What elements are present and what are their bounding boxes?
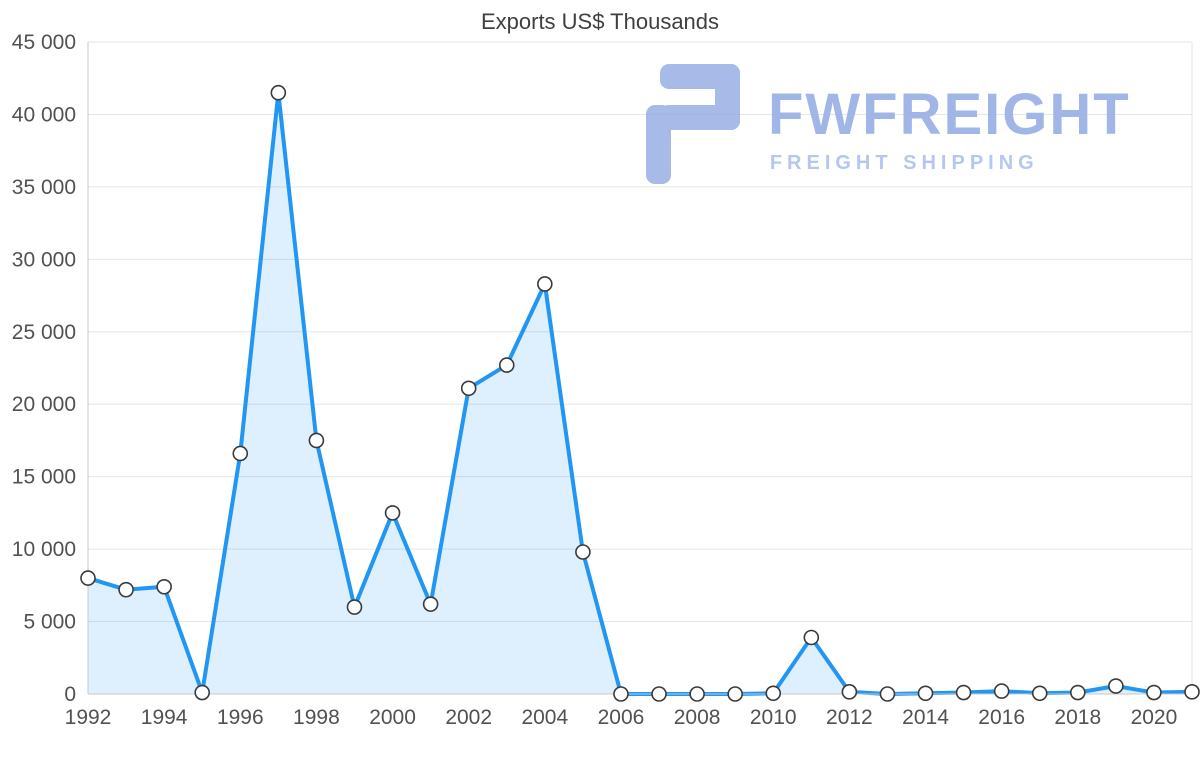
x-tick-label: 1998 bbox=[293, 706, 340, 729]
data-point-marker[interactable] bbox=[270, 84, 287, 101]
data-point-marker[interactable] bbox=[689, 686, 705, 702]
x-tick-label: 2002 bbox=[445, 706, 492, 729]
data-point-marker[interactable] bbox=[803, 629, 820, 646]
data-point-marker[interactable] bbox=[1108, 678, 1124, 694]
y-tick-label: 10 000 bbox=[12, 538, 76, 561]
x-tick-label: 1996 bbox=[217, 706, 264, 729]
data-point-marker[interactable] bbox=[727, 686, 743, 702]
data-point-marker[interactable] bbox=[993, 683, 1010, 699]
y-tick-label: 40 000 bbox=[12, 103, 76, 126]
data-point-marker[interactable] bbox=[422, 596, 439, 612]
data-point-marker[interactable] bbox=[1069, 684, 1086, 701]
x-tick-label: 2008 bbox=[674, 706, 721, 729]
x-tick-label: 2016 bbox=[978, 706, 1025, 729]
data-point-marker[interactable] bbox=[765, 685, 782, 702]
data-point-marker[interactable] bbox=[1146, 684, 1162, 701]
data-point-marker[interactable] bbox=[156, 578, 172, 595]
x-tick-label: 2018 bbox=[1054, 706, 1101, 729]
data-point-marker[interactable] bbox=[346, 599, 363, 615]
data-point-marker[interactable] bbox=[194, 684, 211, 701]
data-point-marker[interactable] bbox=[498, 357, 515, 373]
x-tick-label: 2006 bbox=[598, 706, 645, 729]
data-point-marker[interactable] bbox=[537, 276, 553, 292]
data-point-marker[interactable] bbox=[879, 686, 896, 702]
y-tick-label: 5 000 bbox=[23, 611, 76, 634]
x-tick-label: 2000 bbox=[369, 706, 416, 729]
y-tick-label: 30 000 bbox=[12, 248, 76, 271]
data-point-marker[interactable] bbox=[232, 445, 249, 462]
data-point-marker[interactable] bbox=[384, 505, 401, 521]
x-tick-label: 2010 bbox=[750, 706, 797, 729]
data-point-marker[interactable] bbox=[955, 684, 972, 701]
data-point-marker[interactable] bbox=[613, 686, 629, 702]
y-tick-label: 45 000 bbox=[12, 31, 76, 54]
data-point-marker[interactable] bbox=[1031, 685, 1048, 702]
data-point-marker[interactable] bbox=[1184, 684, 1200, 700]
y-tick-label: 15 000 bbox=[12, 466, 76, 489]
y-tick-label: 25 000 bbox=[12, 321, 76, 344]
chart-title: Exports US$ Thousands bbox=[480, 9, 720, 34]
data-point-marker[interactable] bbox=[118, 581, 134, 598]
y-tick-label: 35 000 bbox=[12, 176, 76, 199]
x-tick-label: 2020 bbox=[1131, 706, 1178, 729]
area-fill bbox=[88, 92, 1192, 694]
x-tick-label: 2004 bbox=[521, 706, 568, 729]
data-point-marker[interactable] bbox=[917, 685, 934, 702]
x-tick-label: 2014 bbox=[902, 706, 949, 729]
x-tick-label: 1992 bbox=[65, 706, 112, 729]
y-tick-label: 20 000 bbox=[12, 393, 76, 416]
data-point-marker[interactable] bbox=[460, 380, 477, 397]
data-point-marker[interactable] bbox=[651, 686, 667, 702]
y-tick-label: 0 bbox=[64, 683, 76, 706]
x-tick-label: 2012 bbox=[826, 706, 873, 729]
x-tick-label: 1994 bbox=[141, 706, 188, 729]
data-point-marker[interactable] bbox=[575, 544, 591, 560]
data-point-marker[interactable] bbox=[80, 570, 96, 586]
data-point-marker[interactable] bbox=[308, 432, 325, 449]
data-point-marker[interactable] bbox=[841, 684, 858, 700]
